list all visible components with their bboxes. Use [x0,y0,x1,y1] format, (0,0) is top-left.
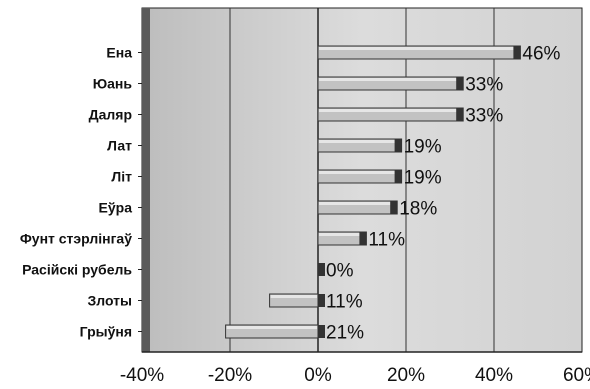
category-label: Фунт стэрлінгаў [20,231,132,247]
bar-end-cap [456,108,464,121]
data-label: 21% [326,323,364,344]
bar-end-cap [456,77,464,90]
data-label: 46% [522,44,560,65]
bar-highlight [270,295,317,298]
data-label: 33% [465,106,503,127]
bar-end-cap [318,294,325,307]
category-label: Даляр [89,107,132,123]
category-label: Грыўня [80,324,132,340]
category-label: Юань [93,76,133,92]
data-label: 19% [404,168,442,189]
bar-highlight [319,109,463,112]
bar-end-cap [318,263,325,276]
category-label: Лат [107,138,132,154]
x-tick-label: 20% [387,365,425,386]
bar-end-cap [318,325,325,338]
bar-end-cap [394,139,402,152]
bar-highlight [319,140,401,143]
x-tick-label: 60% [563,365,590,386]
x-tick-label: 0% [304,365,332,386]
x-tick-label: -20% [208,365,252,386]
bar-highlight [319,78,463,81]
bar-end-cap [394,170,402,183]
category-label: Літ [111,169,132,185]
bar-highlight [226,326,317,329]
bar-highlight [319,202,397,205]
bar-end-cap [359,232,367,245]
bar-highlight [319,233,366,236]
category-label: Расійскі рубель [22,262,132,278]
bar-end-cap [513,46,521,59]
category-label: Злоты [88,293,133,309]
bar-highlight [319,47,520,50]
category-label: Еўра [99,200,133,216]
x-tick-label: 40% [475,365,513,386]
data-label: 18% [399,199,437,220]
data-label: 19% [404,137,442,158]
data-label: 11% [326,292,363,313]
data-label: 33% [465,75,503,96]
data-label: 0% [326,261,354,282]
plot-wall [142,8,150,352]
data-label: 11% [368,230,405,251]
x-tick-label: -40% [120,365,164,386]
bar-end-cap [390,201,398,214]
bar-highlight [319,171,401,174]
category-label: Ена [106,45,132,61]
